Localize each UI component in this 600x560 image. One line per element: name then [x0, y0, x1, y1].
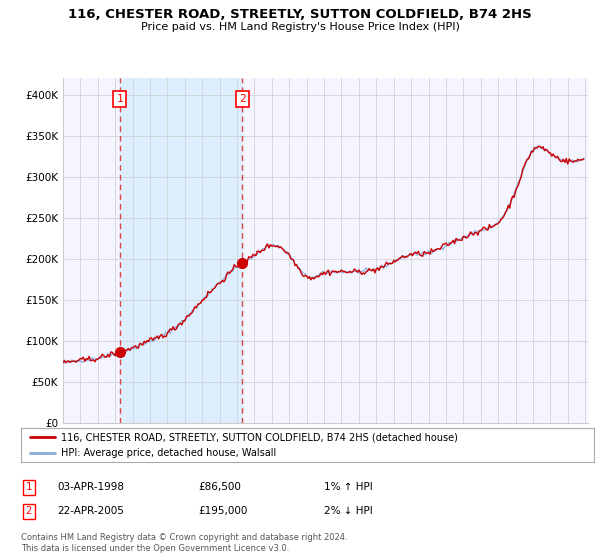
Text: 1% ↑ HPI: 1% ↑ HPI	[324, 482, 373, 492]
Text: 116, CHESTER ROAD, STREETLY, SUTTON COLDFIELD, B74 2HS: 116, CHESTER ROAD, STREETLY, SUTTON COLD…	[68, 8, 532, 21]
Text: 1: 1	[26, 482, 32, 492]
Text: 2: 2	[26, 506, 32, 516]
Text: Contains HM Land Registry data © Crown copyright and database right 2024.
This d: Contains HM Land Registry data © Crown c…	[21, 533, 347, 553]
Text: 2: 2	[239, 94, 246, 104]
Text: 2% ↓ HPI: 2% ↓ HPI	[324, 506, 373, 516]
Text: 116, CHESTER ROAD, STREETLY, SUTTON COLDFIELD, B74 2HS (detached house): 116, CHESTER ROAD, STREETLY, SUTTON COLD…	[61, 432, 458, 442]
Text: £86,500: £86,500	[198, 482, 241, 492]
Bar	[119, 78, 242, 423]
Text: HPI: Average price, detached house, Walsall: HPI: Average price, detached house, Wals…	[61, 448, 277, 458]
Text: £195,000: £195,000	[198, 506, 247, 516]
Text: 03-APR-1998: 03-APR-1998	[57, 482, 124, 492]
Text: 22-APR-2005: 22-APR-2005	[57, 506, 124, 516]
Text: 1: 1	[116, 94, 123, 104]
Text: Price paid vs. HM Land Registry's House Price Index (HPI): Price paid vs. HM Land Registry's House …	[140, 22, 460, 32]
